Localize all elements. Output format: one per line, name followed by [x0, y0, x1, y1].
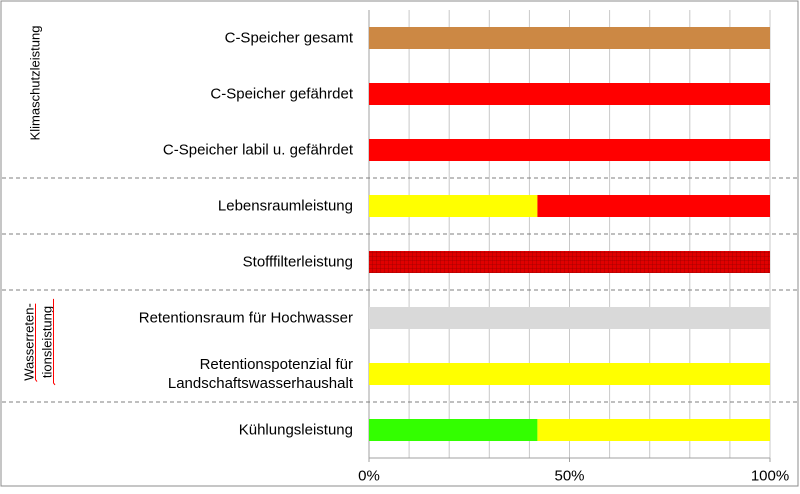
bar-segment [537, 195, 770, 217]
spellcheck-underline [53, 298, 56, 386]
x-tick-label: 100% [751, 468, 789, 485]
bar-segment [369, 195, 538, 217]
category-label: C-Speicher gefährdet [210, 86, 353, 103]
group-label: tionsleistung [40, 306, 55, 378]
bar-segment [369, 83, 770, 105]
spellcheck-underline [35, 303, 38, 382]
group-label: Wasserreten- [22, 303, 37, 381]
x-tick-label: 50% [554, 468, 584, 485]
category-label: Lebensraumleistung [218, 198, 353, 215]
bar-segment [537, 419, 770, 441]
category-label: Landschaftswasserhaushalt [168, 375, 354, 392]
x-tick-label: 0% [358, 468, 380, 485]
bar-segment [369, 419, 538, 441]
category-label: C-Speicher gesamt [225, 30, 354, 47]
bar-segment [369, 139, 770, 161]
category-label: Kühlungsleistung [239, 422, 353, 439]
category-label: Stofffilterleistung [243, 254, 353, 271]
bar-segment [369, 363, 770, 385]
category-label: Retentionspotenzial für [200, 356, 353, 373]
group-label: Klimaschutzleistung [28, 26, 43, 141]
bar-segment [369, 27, 770, 49]
category-label: Retentionsraum für Hochwasser [139, 310, 353, 327]
category-label: C-Speicher labil u. gefährdet [163, 142, 354, 159]
bar-segment [369, 251, 770, 273]
bar-segment [369, 307, 770, 329]
